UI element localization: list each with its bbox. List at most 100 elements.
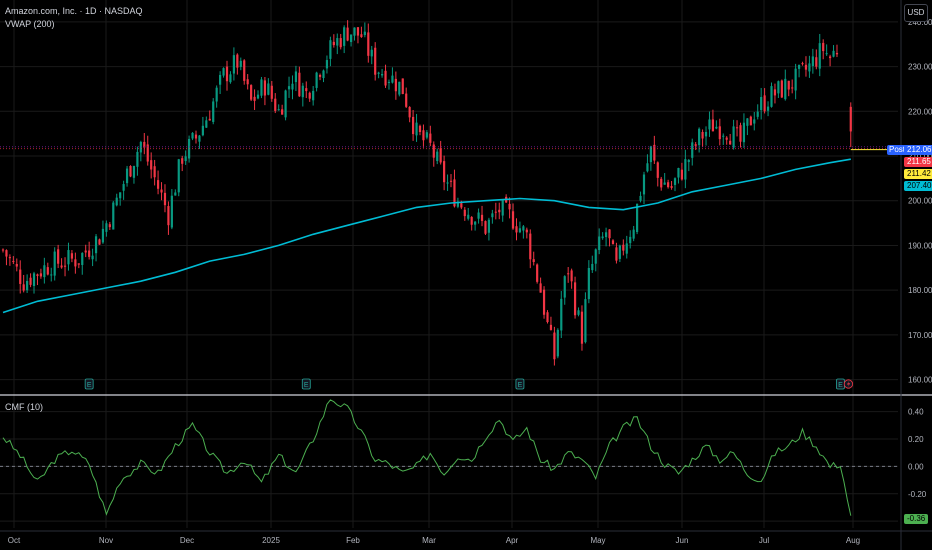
- candle-body[interactable]: [760, 97, 763, 111]
- candle-body[interactable]: [57, 249, 60, 264]
- candle-body[interactable]: [525, 229, 528, 233]
- candle-body[interactable]: [1, 249, 5, 251]
- candle-body[interactable]: [105, 223, 108, 232]
- candle-body[interactable]: [298, 72, 301, 97]
- candle-body[interactable]: [63, 265, 67, 267]
- candle-body[interactable]: [553, 332, 556, 360]
- candle-body[interactable]: [804, 64, 808, 70]
- candle-body[interactable]: [32, 273, 36, 286]
- candle-body[interactable]: [642, 174, 646, 195]
- candle-body[interactable]: [429, 133, 432, 143]
- candle-body[interactable]: [549, 324, 553, 330]
- candle-body[interactable]: [670, 186, 673, 188]
- candle-body[interactable]: [660, 178, 663, 188]
- currency-button[interactable]: USD: [904, 4, 928, 22]
- candle-body[interactable]: [312, 90, 315, 101]
- candle-body[interactable]: [122, 184, 125, 191]
- candle-body[interactable]: [415, 122, 418, 136]
- candle-body[interactable]: [573, 282, 577, 316]
- candle-body[interactable]: [308, 92, 311, 99]
- candle-body[interactable]: [263, 80, 267, 96]
- candle-body[interactable]: [539, 283, 542, 293]
- candle-body[interactable]: [491, 213, 494, 218]
- candle-body[interactable]: [646, 163, 649, 172]
- candle-body[interactable]: [780, 80, 783, 98]
- candle-body[interactable]: [394, 78, 397, 92]
- candle-body[interactable]: [832, 50, 835, 57]
- candle-body[interactable]: [735, 127, 739, 129]
- candle-body[interactable]: [163, 192, 167, 206]
- candle-body[interactable]: [532, 259, 535, 263]
- candle-body[interactable]: [753, 119, 756, 124]
- candle-body[interactable]: [467, 214, 470, 219]
- candle-body[interactable]: [77, 263, 80, 265]
- candle-body[interactable]: [477, 212, 480, 219]
- candle-body[interactable]: [408, 107, 411, 118]
- candle-body[interactable]: [639, 195, 642, 201]
- candle-body[interactable]: [236, 54, 239, 68]
- candle-body[interactable]: [349, 34, 353, 43]
- candle-body[interactable]: [239, 60, 242, 67]
- candle-body[interactable]: [115, 197, 118, 206]
- candle-body[interactable]: [625, 243, 628, 254]
- candle-body[interactable]: [212, 101, 215, 122]
- candle-body[interactable]: [828, 56, 832, 59]
- candle-body[interactable]: [250, 85, 253, 100]
- candle-body[interactable]: [281, 109, 284, 115]
- candle-body[interactable]: [494, 211, 497, 213]
- candle-body[interactable]: [267, 83, 270, 95]
- candle-body[interactable]: [339, 38, 342, 48]
- candle-body[interactable]: [536, 264, 539, 282]
- candle-body[interactable]: [687, 159, 690, 163]
- candle-body[interactable]: [50, 274, 53, 276]
- candle-body[interactable]: [374, 47, 377, 75]
- candle-body[interactable]: [794, 68, 797, 91]
- candle-body[interactable]: [584, 299, 587, 343]
- candle-body[interactable]: [729, 140, 732, 145]
- candle-body[interactable]: [849, 106, 852, 132]
- candle-body[interactable]: [125, 168, 129, 184]
- candle-body[interactable]: [36, 274, 39, 276]
- candle-body[interactable]: [398, 81, 401, 95]
- candle-body[interactable]: [208, 118, 211, 121]
- candle-body[interactable]: [377, 72, 380, 74]
- candle-body[interactable]: [225, 66, 229, 82]
- candle-body[interactable]: [329, 40, 332, 59]
- candle-body[interactable]: [360, 34, 363, 38]
- candle-body[interactable]: [684, 159, 687, 180]
- symbol-legend[interactable]: Amazon.com, Inc. · 1D · NASDAQ: [5, 6, 143, 16]
- candle-body[interactable]: [791, 87, 794, 89]
- candle-body[interactable]: [732, 126, 735, 148]
- candle-body[interactable]: [74, 259, 77, 267]
- candle-body[interactable]: [822, 42, 825, 52]
- candle-body[interactable]: [594, 249, 597, 264]
- candle-body[interactable]: [673, 178, 677, 185]
- candle-body[interactable]: [160, 189, 163, 193]
- vwap-line[interactable]: [2, 158, 851, 314]
- candle-body[interactable]: [332, 41, 335, 46]
- candle-body[interactable]: [508, 203, 511, 210]
- candle-body[interactable]: [808, 63, 811, 72]
- candle-body[interactable]: [570, 270, 573, 282]
- earnings-marker-feb[interactable]: [301, 378, 311, 390]
- candle-body[interactable]: [518, 228, 522, 233]
- candle-body[interactable]: [487, 219, 491, 233]
- candle-body[interactable]: [243, 60, 246, 81]
- candle-body[interactable]: [601, 236, 604, 239]
- candle-body[interactable]: [677, 168, 680, 178]
- candle-body[interactable]: [136, 151, 139, 167]
- candle-body[interactable]: [501, 200, 504, 216]
- candle-body[interactable]: [636, 203, 639, 233]
- candle-body[interactable]: [15, 263, 18, 267]
- candle-body[interactable]: [325, 60, 329, 69]
- candle-body[interactable]: [708, 119, 711, 130]
- candle-body[interactable]: [746, 118, 749, 126]
- candle-body[interactable]: [515, 226, 518, 233]
- candle-body[interactable]: [425, 132, 428, 138]
- candle-body[interactable]: [26, 280, 29, 291]
- candle-body[interactable]: [411, 116, 415, 135]
- candle-body[interactable]: [667, 182, 670, 188]
- candle-body[interactable]: [318, 75, 322, 77]
- candle-body[interactable]: [81, 253, 84, 265]
